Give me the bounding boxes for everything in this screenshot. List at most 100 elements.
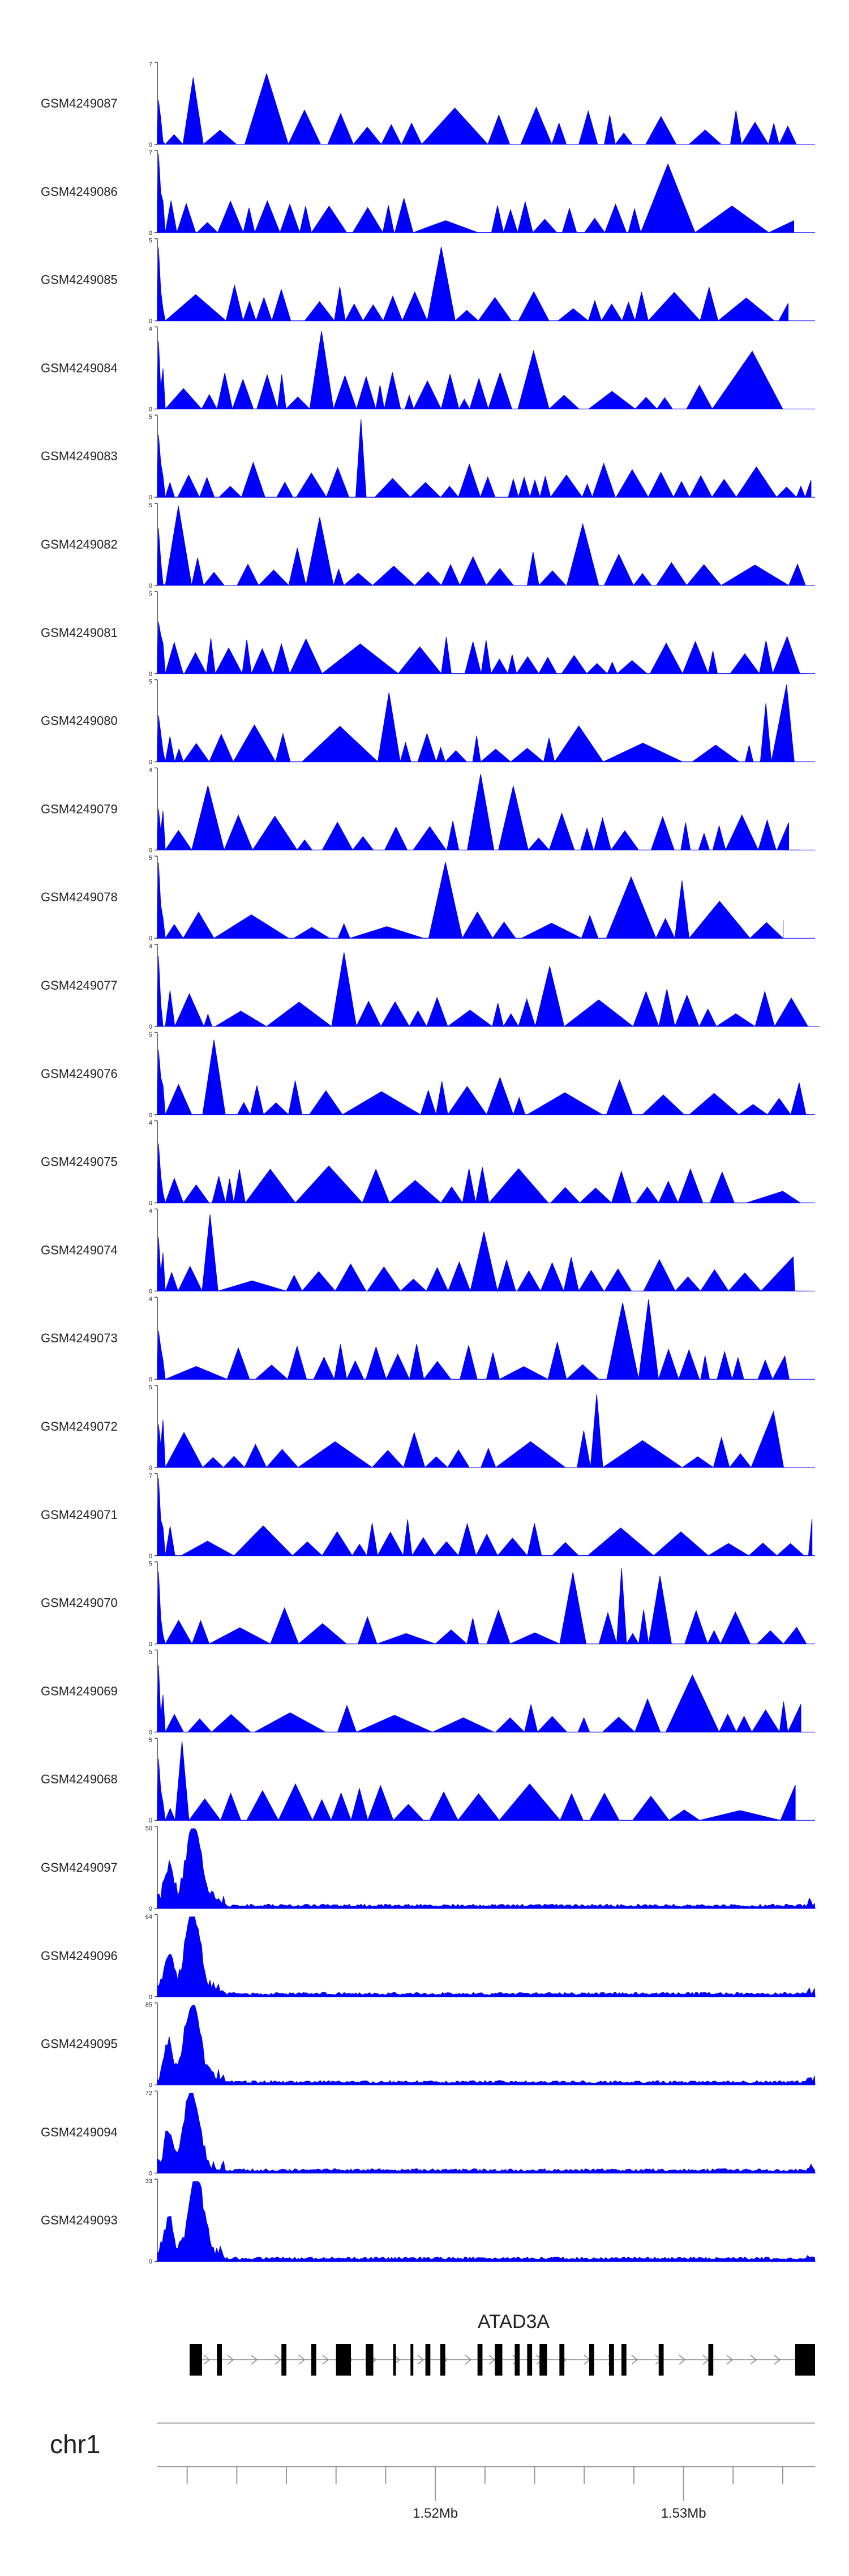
gene-name: ATAD3A [478, 2311, 550, 2333]
exon [477, 2344, 483, 2376]
coverage-area [157, 1828, 816, 1909]
track-label: GSM4249081 [41, 626, 118, 640]
track-GSM4249080: GSM4249080 5 0 [41, 679, 815, 766]
exon [527, 2344, 533, 2376]
track-label: GSM4249073 [41, 1331, 118, 1345]
coverage-area [157, 2005, 816, 2086]
y-max-label: 4 [149, 1120, 152, 1127]
exon [708, 2344, 714, 2376]
track-label: GSM4249095 [41, 2037, 118, 2051]
track-label: GSM4249080 [41, 714, 118, 728]
exon [217, 2344, 222, 2376]
track-label: GSM4249077 [41, 978, 118, 992]
coverage-tracks: GSM424908770GSM424908670GSM424908550GSM4… [41, 61, 820, 2265]
coverage-area [157, 247, 789, 322]
coverage-area [157, 622, 807, 675]
coverage-area [157, 1568, 807, 1645]
y-min-label: 0 [149, 759, 152, 766]
y-min-label: 0 [149, 847, 152, 854]
chromosome-track: chr1 [50, 2422, 815, 2459]
strand-arrow [322, 2355, 329, 2365]
track-GSM4249081: GSM4249081 5 0 [41, 590, 815, 678]
y-max-label: 5 [149, 1561, 152, 1568]
y-min-label: 0 [149, 1641, 152, 1648]
y-max-label: 7 [149, 61, 152, 68]
strand-arrow [298, 2355, 306, 2365]
track-GSM4249073: GSM4249073 4 0 [41, 1296, 815, 1383]
track-label: GSM4249093 [41, 2213, 118, 2227]
track-label: GSM4249072 [41, 1419, 118, 1434]
y-min-label: 0 [149, 1200, 152, 1207]
track-GSM4249085: GSM4249085 5 0 [41, 238, 815, 325]
track-label: GSM4249075 [41, 1155, 118, 1169]
y-min-label: 0 [149, 1906, 152, 1912]
y-min-label: 0 [149, 1817, 152, 1824]
y-min-label: 0 [149, 2258, 152, 2265]
coverage-area [157, 1299, 790, 1381]
gene-track: ATAD3A [190, 2311, 815, 2376]
track-label: GSM4249082 [41, 537, 118, 551]
strand-arrow [203, 2355, 211, 2365]
strand-arrow [275, 2355, 282, 2365]
strand-arrow [251, 2355, 258, 2365]
coverage-area [157, 2093, 816, 2173]
exon [393, 2344, 396, 2376]
strand-arrow [726, 2355, 734, 2365]
y-min-label: 0 [149, 2082, 152, 2089]
coverage-area [157, 774, 801, 851]
y-min-label: 0 [149, 1465, 152, 1471]
coverage-area [157, 1143, 801, 1204]
exon [589, 2344, 594, 2376]
track-label: GSM4249085 [41, 273, 118, 287]
coverage-area [157, 419, 812, 499]
y-min-label: 0 [149, 318, 152, 325]
track-GSM4249084: GSM4249084 4 0 [41, 326, 815, 413]
y-min-label: 0 [149, 1376, 152, 1383]
track-label: GSM4249086 [41, 185, 118, 199]
exon [425, 2344, 431, 2376]
coverage-area [157, 331, 783, 410]
y-min-label: 0 [149, 1729, 152, 1736]
track-label: GSM4249097 [41, 1860, 118, 1875]
y-max-label: 4 [149, 943, 152, 950]
y-min-label: 0 [149, 230, 152, 237]
chromosome-label: chr1 [50, 2429, 100, 2459]
track-label: GSM4249069 [41, 1684, 118, 1698]
y-min-label: 0 [149, 1553, 152, 1560]
track-GSM4249068: GSM4249068 5 0 [41, 1737, 815, 1824]
y-min-label: 0 [149, 671, 152, 678]
track-GSM4249096: GSM4249096 64 0 [41, 1914, 816, 2001]
coverage-area [157, 684, 795, 763]
exon [609, 2344, 614, 2376]
strand-arrow [750, 2355, 757, 2365]
track-GSM4249070: GSM4249070 5 0 [41, 1561, 815, 1648]
track-label: GSM4249071 [41, 1508, 118, 1522]
track-GSM4249097: GSM4249097 50 0 [41, 1825, 816, 1912]
coverage-area [157, 72, 810, 146]
track-GSM4249077: GSM4249077 4 0 [41, 943, 820, 1030]
y-max-label: 7 [149, 1473, 152, 1479]
track-GSM4249083: GSM4249083 5 0 [41, 414, 815, 501]
y-max-label: 5 [149, 414, 152, 421]
coverage-area [157, 2181, 816, 2262]
exon-body [539, 2350, 547, 2369]
coverage-area [157, 1039, 809, 1116]
track-GSM4249069: GSM4249069 5 0 [41, 1649, 815, 1736]
exon [514, 2344, 520, 2376]
x-tick-label: 1.53Mb [661, 2506, 706, 2521]
exon [658, 2344, 664, 2376]
track-GSM4249095: GSM4249095 85 0 [41, 2002, 816, 2089]
genome-axis: 1.52Mb 1.53Mb [157, 2466, 815, 2521]
coverage-area [157, 506, 806, 587]
track-GSM4249094: GSM4249094 72 0 [41, 2090, 816, 2177]
y-min-label: 0 [149, 1994, 152, 2001]
y-max-label: 72 [145, 2090, 152, 2096]
y-max-label: 5 [149, 502, 152, 509]
y-max-label: 5 [149, 1649, 152, 1655]
track-label: GSM4249078 [41, 890, 118, 904]
y-max-label: 4 [149, 767, 152, 773]
coverage-area [157, 1214, 807, 1293]
exon [311, 2344, 316, 2376]
exon-body [495, 2350, 503, 2369]
y-max-label: 64 [145, 1914, 152, 1920]
